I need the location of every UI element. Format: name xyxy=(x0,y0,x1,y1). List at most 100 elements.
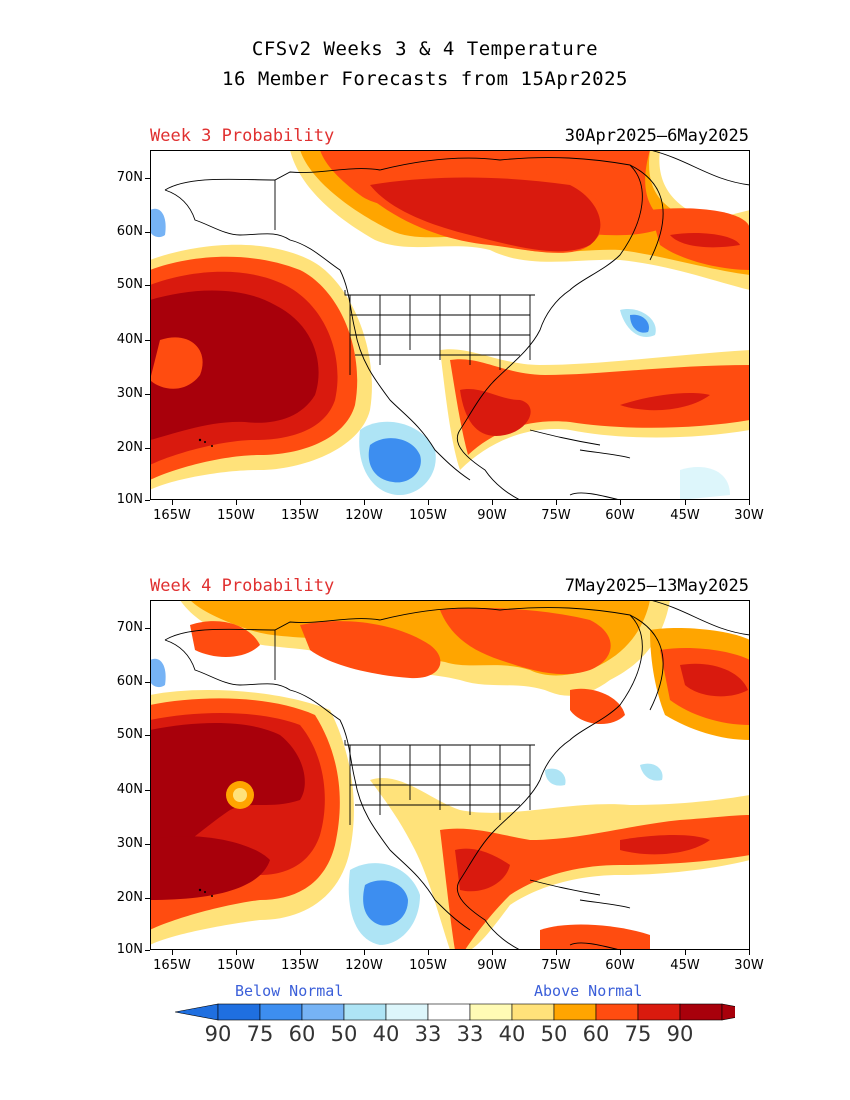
lon-label: 135W xyxy=(281,958,319,973)
lon-tick xyxy=(492,950,493,955)
lon-label: 105W xyxy=(409,958,447,973)
lon-label: 105W xyxy=(409,508,447,523)
lon-label: 150W xyxy=(217,508,255,523)
lon-label: 165W xyxy=(153,508,191,523)
lat-tick xyxy=(145,682,150,683)
lat-label: 30N xyxy=(116,836,143,851)
below-normal-label: Below Normal xyxy=(235,982,344,1000)
colorbar-number: 75 xyxy=(624,1022,652,1046)
lon-label: 120W xyxy=(345,958,383,973)
lat-label: 10N xyxy=(116,942,143,957)
lon-tick xyxy=(556,500,557,505)
lon-label: 135W xyxy=(281,508,319,523)
figure-title-line2: 16 Member Forecasts from 15Apr2025 xyxy=(222,68,628,90)
colorbar-swatch xyxy=(301,1003,345,1021)
lon-label: 30W xyxy=(734,958,764,973)
lon-tick xyxy=(300,500,301,505)
lon-tick xyxy=(428,500,429,505)
colorbar-number: 75 xyxy=(246,1022,274,1046)
lat-label: 50N xyxy=(116,277,143,292)
lon-tick xyxy=(685,500,686,505)
lat-tick xyxy=(145,790,150,791)
lon-label: 45W xyxy=(670,508,700,523)
lat-tick xyxy=(145,844,150,845)
colorbar-swatch xyxy=(553,1003,597,1021)
colorbar-number: 60 xyxy=(582,1022,610,1046)
lat-label: 40N xyxy=(116,332,143,347)
lat-tick xyxy=(145,735,150,736)
colorbar-swatch xyxy=(595,1003,639,1021)
lon-label: 60W xyxy=(605,508,635,523)
colorbar-number: 33 xyxy=(414,1022,442,1046)
lon-tick xyxy=(364,950,365,955)
colorbar-number: 33 xyxy=(456,1022,484,1046)
colorbar-number: 90 xyxy=(204,1022,232,1046)
week4-probability-field xyxy=(150,600,750,950)
lat-tick xyxy=(145,394,150,395)
colorbar-right-arrow xyxy=(721,1003,735,1021)
panel1-dates: 30Apr2025—6May2025 xyxy=(564,126,749,146)
figure-title-line1: CFSv2 Weeks 3 & 4 Temperature xyxy=(251,38,599,60)
colorbar-swatch xyxy=(679,1003,723,1021)
lat-tick xyxy=(145,232,150,233)
lat-tick xyxy=(145,500,150,501)
colorbar-left-arrow xyxy=(175,1003,219,1021)
lat-label: 40N xyxy=(116,782,143,797)
week3-map xyxy=(150,150,750,500)
week3-probability-field xyxy=(150,150,750,500)
lon-label: 45W xyxy=(670,958,700,973)
colorbar-number: 40 xyxy=(498,1022,526,1046)
lon-tick xyxy=(749,950,750,955)
lat-label: 60N xyxy=(116,224,143,239)
lon-tick xyxy=(172,950,173,955)
lon-tick xyxy=(685,950,686,955)
colorbar-swatch xyxy=(427,1003,471,1021)
above-normal-label: Above Normal xyxy=(534,982,643,1000)
panel2-dates: 7May2025—13May2025 xyxy=(564,576,749,596)
panel2-label: Week 4 Probability xyxy=(150,576,335,596)
colorbar-swatch xyxy=(343,1003,387,1021)
lon-label: 75W xyxy=(541,958,571,973)
lat-tick xyxy=(145,340,150,341)
colorbar-number: 40 xyxy=(372,1022,400,1046)
colorbar-swatch xyxy=(511,1003,555,1021)
lon-label: 75W xyxy=(541,508,571,523)
lat-tick xyxy=(145,898,150,899)
lat-tick xyxy=(145,448,150,449)
lat-tick xyxy=(145,285,150,286)
lon-label: 30W xyxy=(734,508,764,523)
lon-label: 150W xyxy=(217,958,255,973)
lat-label: 60N xyxy=(116,674,143,689)
lat-tick xyxy=(145,628,150,629)
lon-tick xyxy=(428,950,429,955)
colorbar-swatch xyxy=(469,1003,513,1021)
lon-label: 90W xyxy=(477,958,507,973)
lon-tick xyxy=(749,500,750,505)
colorbar-number: 50 xyxy=(330,1022,358,1046)
lon-label: 165W xyxy=(153,958,191,973)
lat-label: 30N xyxy=(116,386,143,401)
lat-tick xyxy=(145,950,150,951)
lon-tick xyxy=(556,950,557,955)
lon-label: 90W xyxy=(477,508,507,523)
week4-map xyxy=(150,600,750,950)
lat-label: 20N xyxy=(116,440,143,455)
colorbar-svg xyxy=(175,1003,735,1021)
colorbar-number: 60 xyxy=(288,1022,316,1046)
lon-tick xyxy=(236,500,237,505)
lat-label: 70N xyxy=(116,620,143,635)
lon-label: 60W xyxy=(605,958,635,973)
lon-tick xyxy=(172,500,173,505)
lon-tick xyxy=(364,500,365,505)
lon-tick xyxy=(620,500,621,505)
colorbar-swatch xyxy=(217,1003,261,1021)
lat-label: 10N xyxy=(116,492,143,507)
lat-tick xyxy=(145,178,150,179)
lon-tick xyxy=(300,950,301,955)
panel1-label: Week 3 Probability xyxy=(150,126,335,146)
colorbar-swatch xyxy=(259,1003,303,1021)
lat-label: 20N xyxy=(116,890,143,905)
lon-tick xyxy=(492,500,493,505)
colorbar-swatch xyxy=(385,1003,429,1021)
colorbar-swatch xyxy=(637,1003,681,1021)
